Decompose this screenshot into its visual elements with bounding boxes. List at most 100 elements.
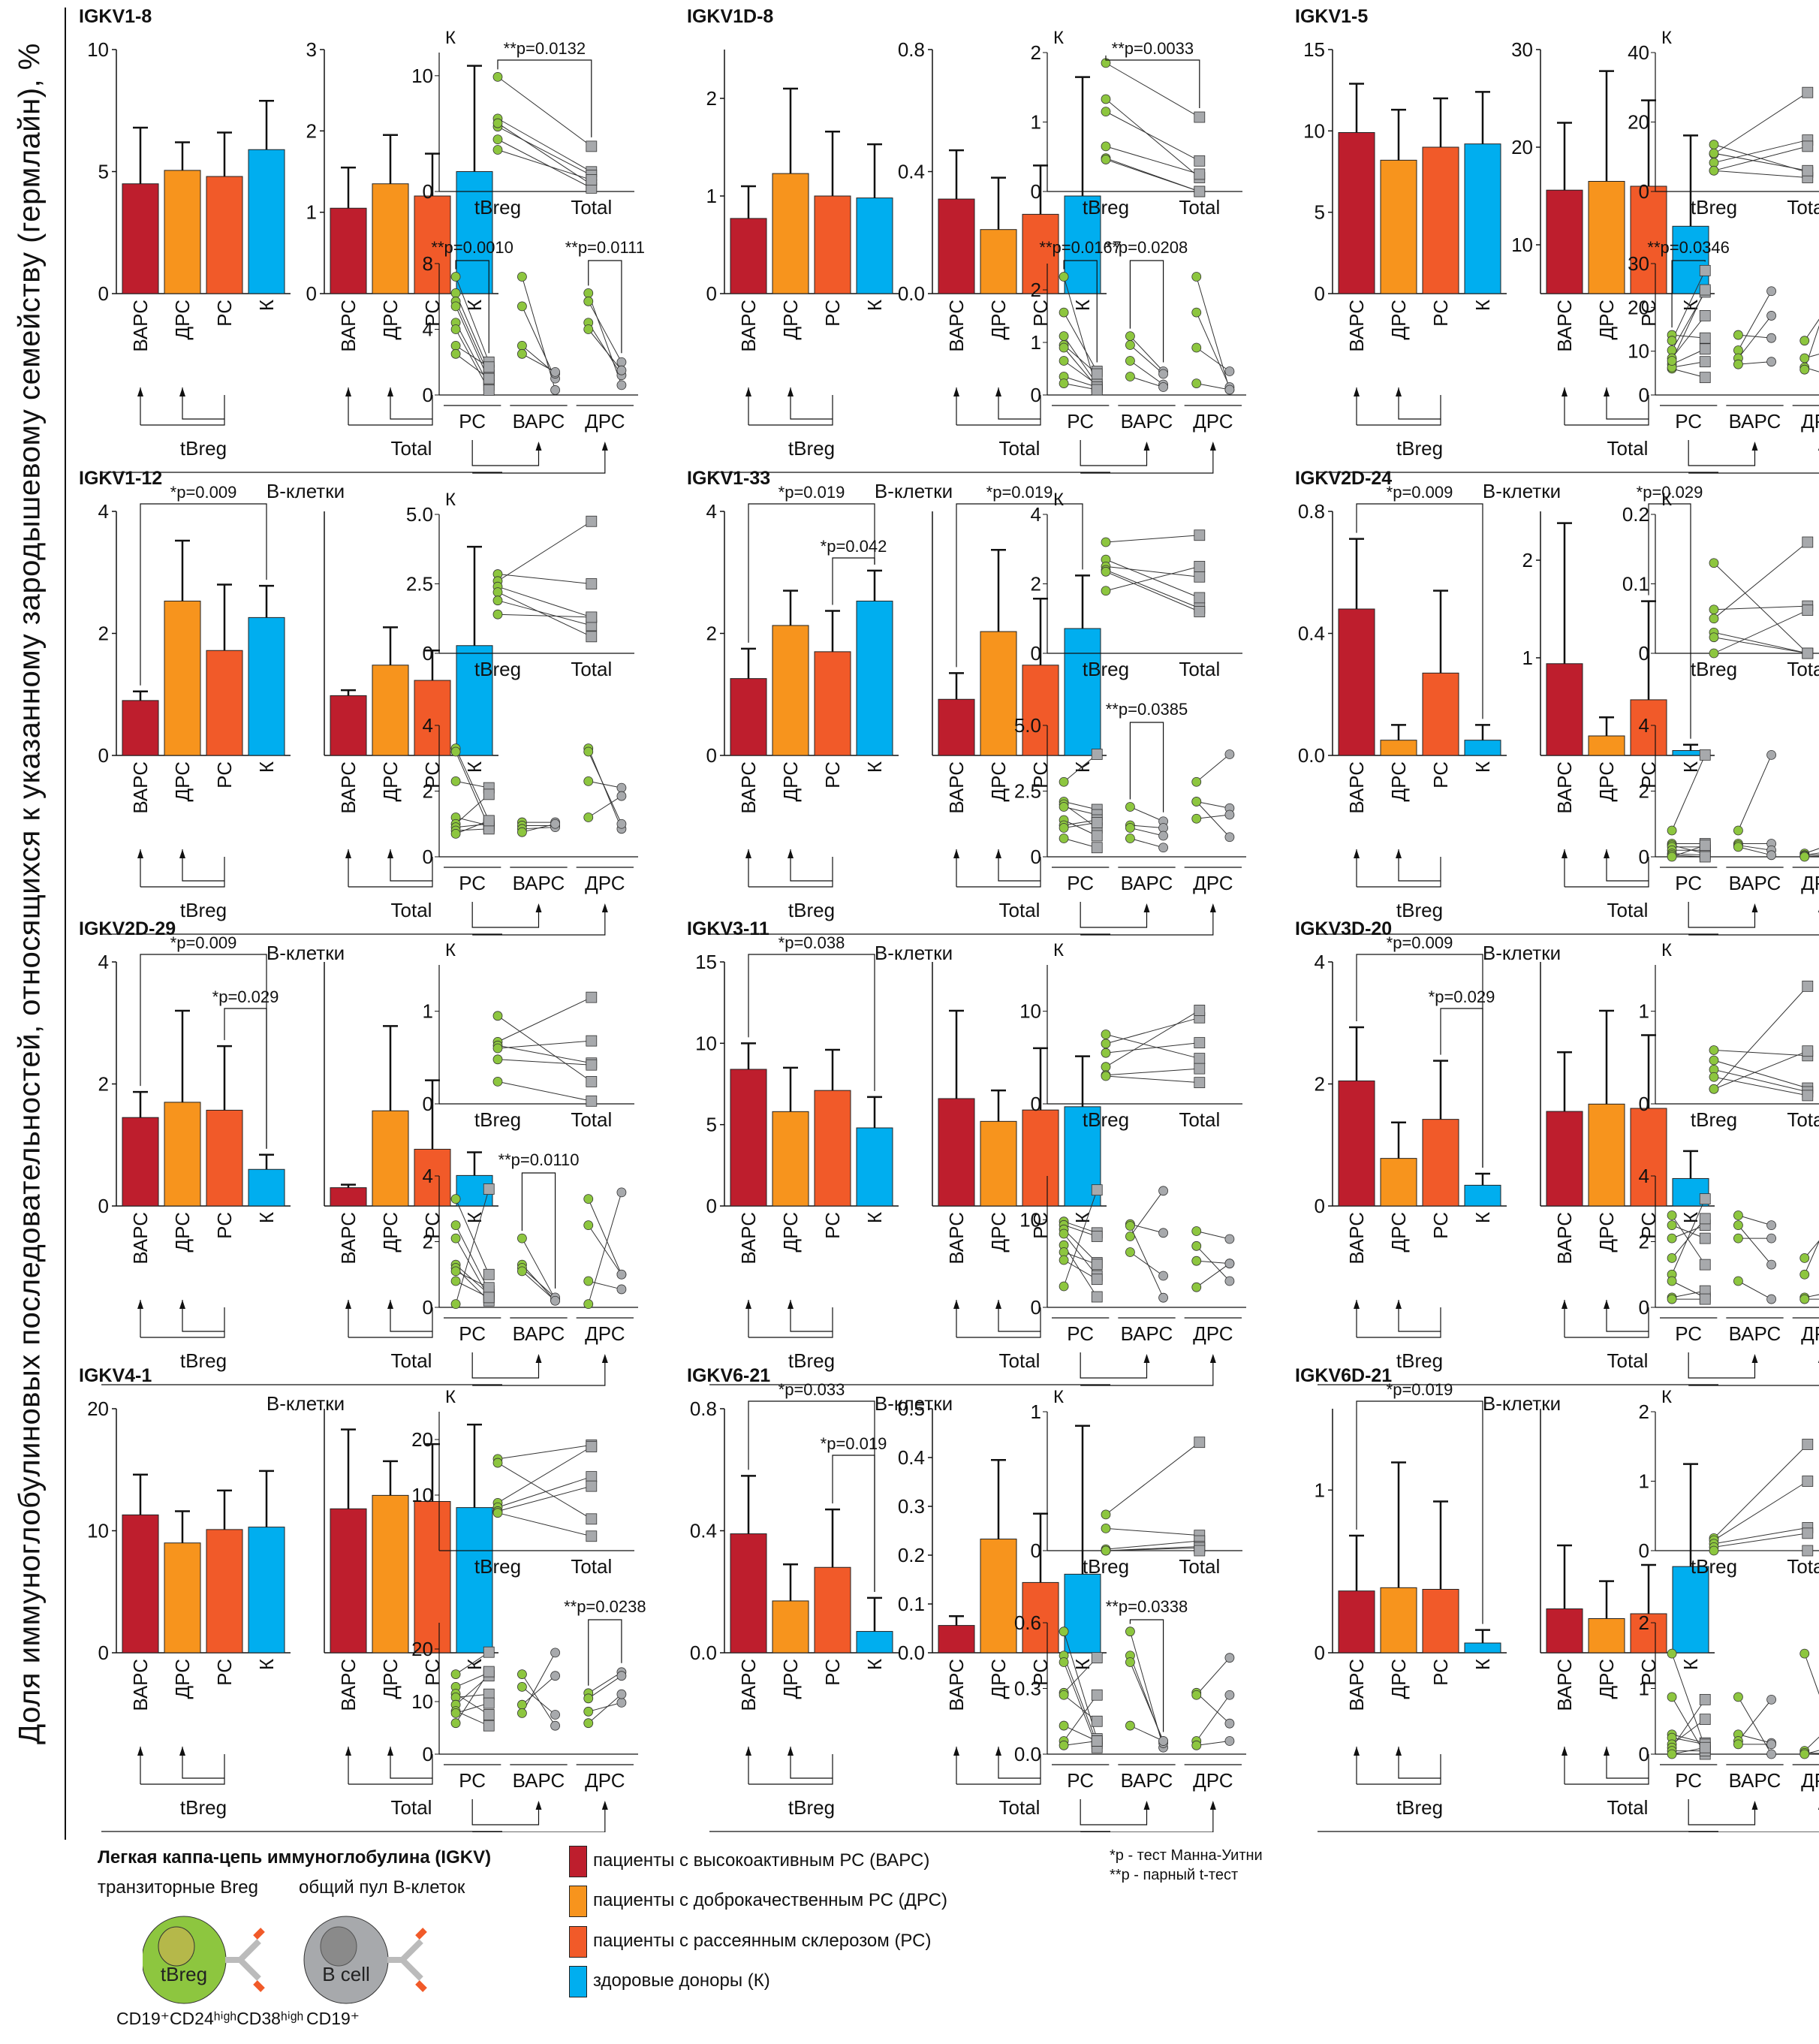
total-point xyxy=(1091,1231,1103,1242)
total-point xyxy=(483,1697,495,1709)
y-tick-label: 2 xyxy=(423,1231,433,1253)
paired-line xyxy=(1713,140,1808,164)
bar-ВАРС xyxy=(1546,1608,1583,1654)
paired-line xyxy=(1105,62,1200,118)
bar-К xyxy=(1464,1642,1501,1654)
y-tick-label: 30 xyxy=(1511,38,1533,61)
tbreg-point xyxy=(583,1194,594,1204)
panel-title: IGKV1-12 xyxy=(79,468,162,489)
paired-line xyxy=(1738,1734,1772,1744)
y-tick-label: 2 xyxy=(1639,1611,1649,1634)
bar-ДРС xyxy=(980,631,1017,756)
paired-top-title: К xyxy=(445,28,456,48)
x-category-label: РС xyxy=(421,761,444,788)
x-category-label: ВАРС xyxy=(945,1212,968,1265)
total-point xyxy=(1699,1193,1711,1205)
comparison-arrow xyxy=(345,387,393,396)
x-category-label: ВАРС xyxy=(1553,1212,1576,1265)
total-point xyxy=(1224,1234,1235,1244)
y-tick-label: 0.4 xyxy=(1298,623,1325,645)
comparison-arrow xyxy=(1354,1747,1402,1756)
paired-line xyxy=(1671,1699,1706,1748)
x-category-label: tBreg xyxy=(474,658,521,680)
x-category-label: ВАРС xyxy=(1345,300,1368,352)
total-point xyxy=(1224,1690,1235,1700)
total-point xyxy=(586,1441,598,1453)
comparison-arrow xyxy=(1562,387,1610,396)
comparison-arrow xyxy=(1143,1354,1216,1363)
paired-line xyxy=(588,1672,622,1694)
paired-line xyxy=(1804,854,1819,857)
bar-К xyxy=(1672,225,1709,294)
total-point xyxy=(1194,1545,1206,1557)
paired-line xyxy=(1713,1076,1808,1096)
total-point xyxy=(1158,1186,1168,1196)
x-category-label: РС xyxy=(821,1659,844,1686)
bar-РС xyxy=(1022,213,1059,294)
x-category-label: РС xyxy=(1675,872,1702,894)
y-tick-label: 0 xyxy=(1031,384,1041,406)
significance-bracket xyxy=(224,1008,267,1149)
paired-line xyxy=(455,1225,489,1292)
paired-top-title: К xyxy=(1053,940,1064,960)
total-point xyxy=(1158,1292,1168,1303)
bar-РС xyxy=(206,176,243,294)
total-point xyxy=(1699,749,1711,761)
total-point xyxy=(1194,185,1206,197)
tbreg-point xyxy=(1667,1294,1677,1304)
paired-line xyxy=(521,306,556,379)
y-tick-label: 0.3 xyxy=(1014,1678,1041,1700)
x-category-label: ВАРС xyxy=(945,300,968,352)
paired-line xyxy=(1129,1662,1164,1741)
group-label: Total xyxy=(391,1349,432,1372)
paired-line xyxy=(1105,1042,1200,1054)
note-mann-whitney: *p - тест Манна-Уитни xyxy=(1110,1847,1263,1864)
paired-line xyxy=(1804,366,1819,372)
bar-ВАРС xyxy=(938,1098,975,1207)
paired-line xyxy=(1196,814,1230,819)
significance-label: *p=0.009 xyxy=(1387,483,1453,502)
x-category-label: tBreg xyxy=(474,1555,521,1578)
x-category-label: ДРС xyxy=(1193,1769,1233,1792)
tbreg-point xyxy=(1709,604,1719,615)
paired-line xyxy=(455,1189,489,1304)
x-category-label: РС xyxy=(459,872,486,894)
paired-line xyxy=(588,1192,622,1304)
group-label: tBreg xyxy=(180,899,227,921)
paired-line xyxy=(521,1674,556,1726)
bar-РС xyxy=(1630,1613,1667,1654)
x-category-label: РС xyxy=(459,410,486,433)
bar-К xyxy=(1672,1566,1709,1654)
total-point xyxy=(1224,1259,1235,1269)
paired-line xyxy=(588,1675,622,1699)
x-category-label: К xyxy=(1679,1659,1702,1670)
paired-line xyxy=(1105,565,1200,592)
total-point xyxy=(1699,356,1711,368)
x-category-label: ВАРС xyxy=(1729,1322,1781,1345)
x-category-label: ДРС xyxy=(1595,1212,1618,1252)
bar-ДРС xyxy=(772,173,809,294)
x-category-label: ДРС xyxy=(987,761,1010,801)
y-tick-label: 2 xyxy=(98,1073,109,1096)
tbreg-point xyxy=(1125,834,1135,843)
total-point xyxy=(1224,1276,1235,1286)
bar-ВАРС xyxy=(330,207,367,294)
significance-label: **p=0.0111 xyxy=(565,238,645,257)
total-point xyxy=(1224,1653,1235,1663)
paired-line xyxy=(497,76,592,147)
paired-line xyxy=(1105,98,1200,178)
bar-К xyxy=(856,600,893,756)
paired-line xyxy=(1196,1260,1230,1265)
significance-bracket xyxy=(832,1455,875,1592)
y-tick-label: 0 xyxy=(423,1743,433,1765)
significance-bracket xyxy=(1105,55,1200,109)
x-category-label: ДРС xyxy=(1193,1322,1233,1345)
x-category-label: РС xyxy=(1029,1659,1052,1686)
group-label: tBreg xyxy=(788,1796,835,1819)
bar-ДРС xyxy=(980,229,1017,294)
x-category-label: Total xyxy=(1179,1108,1220,1131)
bar-К xyxy=(1464,740,1501,756)
panel-title: IGKV3-11 xyxy=(687,918,769,939)
note-paired-t: **p - парный t-тест xyxy=(1110,1867,1239,1883)
